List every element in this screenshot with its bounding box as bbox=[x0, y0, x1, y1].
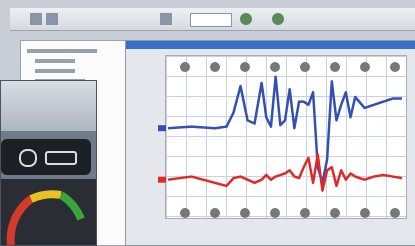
knob bbox=[210, 62, 220, 72]
knob bbox=[360, 62, 370, 72]
knob bbox=[240, 62, 250, 72]
gauge bbox=[1, 179, 96, 245]
channel-marker bbox=[158, 125, 166, 131]
knob bbox=[390, 208, 400, 218]
knob bbox=[330, 62, 340, 72]
dashboard-window bbox=[0, 80, 97, 246]
knob bbox=[210, 208, 220, 218]
knob bbox=[360, 208, 370, 218]
dashboard-header bbox=[1, 81, 96, 131]
knob bbox=[390, 62, 400, 72]
knob bbox=[180, 62, 190, 72]
waveform bbox=[168, 77, 402, 183]
knob bbox=[180, 208, 190, 218]
icon bbox=[19, 149, 37, 167]
knob bbox=[330, 208, 340, 218]
knob bbox=[240, 208, 250, 218]
knob bbox=[270, 62, 280, 72]
indicator-panel bbox=[1, 139, 91, 175]
waveform bbox=[168, 155, 402, 191]
knobs bbox=[180, 62, 400, 218]
icon bbox=[45, 151, 77, 165]
knob bbox=[270, 208, 280, 218]
knob bbox=[300, 208, 310, 218]
channel-marker bbox=[158, 177, 166, 183]
screen bbox=[0, 0, 415, 244]
knob bbox=[300, 62, 310, 72]
page: {"chart_data": {"type": "line", "x": [0,… bbox=[0, 0, 415, 244]
